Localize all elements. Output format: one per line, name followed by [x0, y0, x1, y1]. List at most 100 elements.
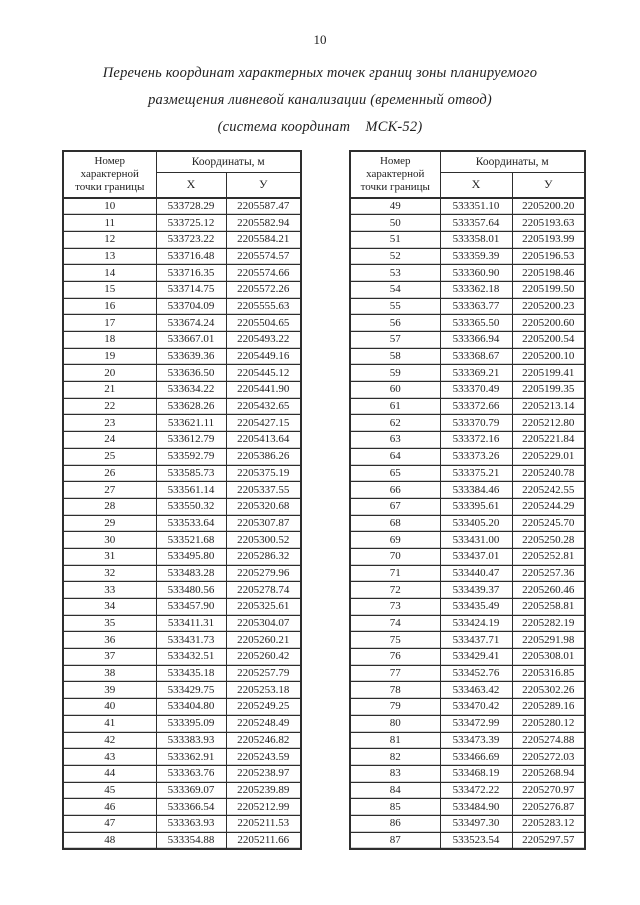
- title-line-3: (система координат МСК-52): [217, 119, 423, 135]
- table-row: 49 533351.10 2205200.20: [349, 197, 586, 216]
- table-cell: 50: [349, 214, 441, 232]
- table-cell: 67: [349, 497, 441, 516]
- table-cell: 533351.10: [439, 197, 513, 216]
- table-cell: 533634.22: [155, 381, 227, 399]
- table-row: 52 533359.39 2205196.53: [349, 247, 586, 266]
- table-cell: 70: [349, 547, 441, 566]
- table-cell: 2205212.80: [511, 414, 586, 433]
- table-cell: 2205243.59: [225, 748, 302, 766]
- table-row: 74 533424.19 2205282.19: [349, 614, 586, 633]
- table-cell: 533363.76: [155, 764, 227, 783]
- table-cell: 2205252.81: [511, 547, 586, 566]
- table-cell: 2205584.21: [225, 230, 302, 249]
- table-cell: 533523.54: [439, 831, 513, 850]
- table-cell: 78: [349, 681, 441, 700]
- table-cell: 33: [62, 581, 157, 599]
- table-cell: 56: [349, 314, 441, 332]
- table-cell: 62: [349, 414, 441, 433]
- table-cell: 75: [349, 631, 441, 650]
- table-cell: 2205574.66: [225, 264, 302, 282]
- table-cell: 533362.91: [155, 748, 227, 766]
- table-cell: 2205280.12: [511, 714, 586, 733]
- table-cell: 533384.46: [439, 481, 513, 499]
- table-cell: 533405.20: [439, 514, 513, 533]
- table-cell: 2205300.52: [225, 531, 302, 549]
- table-cell: 2205200.20: [511, 197, 586, 216]
- table-cell: 533370.79: [439, 414, 513, 433]
- table-cell: 2205260.21: [225, 631, 302, 650]
- table-cell: 533533.64: [155, 514, 227, 533]
- table-row: 66 533384.46 2205242.55: [349, 481, 586, 499]
- table-cell: 2205320.68: [225, 497, 302, 516]
- table-cell: 533667.01: [155, 331, 227, 349]
- title-line-2: размещения ливневой канализации (временн…: [148, 92, 492, 108]
- table-cell: 27: [62, 481, 157, 499]
- table-cell: 44: [62, 764, 157, 783]
- table-cell: 82: [349, 748, 441, 766]
- table-cell: 51: [349, 230, 441, 249]
- table-cell: 533463.42: [439, 681, 513, 700]
- table-cell: 2205193.99: [511, 230, 586, 249]
- table-row: 19 533639.36 2205449.16: [62, 347, 302, 366]
- table-cell: 47: [62, 814, 157, 833]
- table-row: 58 533368.67 2205200.10: [349, 347, 586, 366]
- table-cell: 53: [349, 264, 441, 282]
- table-row: 64 533373.26 2205229.01: [349, 447, 586, 466]
- column-header-point-number: Номер характерной точки границы: [349, 150, 441, 199]
- table-cell: 2205198.46: [511, 264, 586, 282]
- table-row: 48 533354.88 2205211.66: [62, 831, 302, 850]
- table-cell: 533363.93: [155, 814, 227, 833]
- table-row: 29 533533.64 2205307.87: [62, 514, 302, 533]
- table-row: 35 533411.31 2205304.07: [62, 614, 302, 633]
- table-cell: 49: [349, 197, 441, 216]
- table-cell: 2205257.36: [511, 564, 586, 583]
- table-cell: 533375.21: [439, 464, 513, 483]
- table-cell: 533372.66: [439, 397, 513, 416]
- table-cell: 2205297.57: [511, 831, 586, 850]
- coordinates-table-right: Номер характерной точки границы Координа…: [349, 150, 586, 850]
- table-cell: 31: [62, 547, 157, 566]
- table-cell: 533432.51: [155, 648, 227, 666]
- table-cell: 2205282.19: [511, 614, 586, 633]
- table-cell: 2205272.03: [511, 748, 586, 766]
- table-row: 80 533472.99 2205280.12: [349, 714, 586, 733]
- table-cell: 71: [349, 564, 441, 583]
- table-row: 85 533484.90 2205276.87: [349, 798, 586, 816]
- table-cell: 2205445.12: [225, 364, 302, 383]
- table-row: 23 533621.11 2205427.15: [62, 414, 302, 433]
- table-cell: 2205268.94: [511, 764, 586, 783]
- table-row: 13 533716.48 2205574.57: [62, 247, 302, 266]
- table-row: 57 533366.94 2205200.54: [349, 331, 586, 349]
- table-row: 46 533366.54 2205212.99: [62, 798, 302, 816]
- column-header-y: У: [225, 171, 302, 199]
- table-cell: 533592.79: [155, 447, 227, 466]
- table-cell: 86: [349, 814, 441, 833]
- table-cell: 2205200.54: [511, 331, 586, 349]
- table-cell: 13: [62, 247, 157, 266]
- table-cell: 2205441.90: [225, 381, 302, 399]
- table-cell: 533424.19: [439, 614, 513, 633]
- document-page: 10 Перечень координат характерных точек …: [0, 32, 640, 850]
- table-cell: 533621.11: [155, 414, 227, 433]
- table-cell: 2205250.28: [511, 531, 586, 549]
- table-cell: 533466.69: [439, 748, 513, 766]
- table-cell: 2205278.74: [225, 581, 302, 599]
- table-cell: 2205200.10: [511, 347, 586, 366]
- table-cell: 2205199.35: [511, 381, 586, 399]
- table-cell: 25: [62, 447, 157, 466]
- table-row: 10 533728.29 2205587.47: [62, 197, 302, 216]
- table-cell: 533704.09: [155, 297, 227, 316]
- table-cell: 533435.49: [439, 598, 513, 616]
- table-row: 32 533483.28 2205279.96: [62, 564, 302, 583]
- table-cell: 28: [62, 497, 157, 516]
- table-cell: 533457.90: [155, 598, 227, 616]
- table-row: 56 533365.50 2205200.60: [349, 314, 586, 332]
- table-row: 20 533636.50 2205445.12: [62, 364, 302, 383]
- table-cell: 80: [349, 714, 441, 733]
- table-row: 78 533463.42 2205302.26: [349, 681, 586, 700]
- table-header-right: Номер характерной точки границы Координа…: [349, 150, 586, 199]
- table-row: 15 533714.75 2205572.26: [62, 280, 302, 299]
- table-cell: 533411.31: [155, 614, 227, 633]
- table-row: 50 533357.64 2205193.63: [349, 214, 586, 232]
- document-title: Перечень координат характерных точек гра…: [0, 60, 640, 141]
